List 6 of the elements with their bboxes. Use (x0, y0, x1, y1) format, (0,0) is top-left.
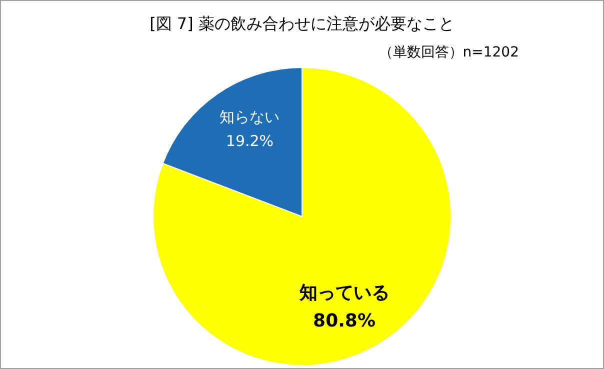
chart-title: [図 7] 薬の飲み合わせに注意が必要なこと (150, 14, 454, 34)
slice-label: 知っている (298, 282, 390, 304)
data-label: 80.8% (313, 310, 376, 332)
slice-label: 知らない (220, 108, 280, 126)
data-label: 19.2% (226, 132, 274, 150)
chart-subtitle: （単数回答）n=1202 (378, 44, 519, 61)
